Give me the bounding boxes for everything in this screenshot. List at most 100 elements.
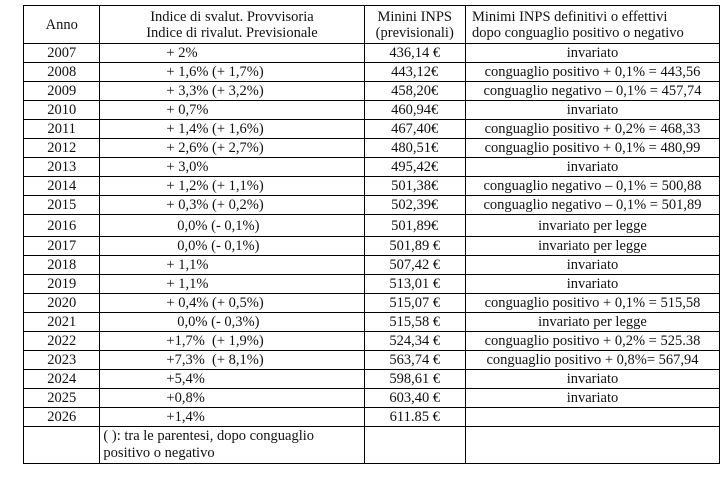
cell-anno: 2009: [22, 81, 101, 101]
note-row: ( ): tra le parentesi, dopo conguaglio p…: [22, 426, 720, 464]
cell-minimi: 501,89 €: [363, 236, 466, 256]
cell-indice: + 3,3% (+ 3,2%): [99, 81, 365, 101]
table-row: 2019 + 1,1% 513,01 € invariato: [22, 274, 720, 294]
empty-cell: [22, 426, 101, 464]
cell-minimi: 501,38€: [363, 176, 466, 196]
cell-minimi: 515,58 €: [363, 312, 466, 332]
cell-definitivi: invariato per legge: [464, 312, 720, 332]
header-definitivi: Minimi INPS definitivi o effettivi dopo c…: [464, 5, 720, 44]
table-row: 2024 +5,4% 598,61 € invariato: [22, 369, 720, 389]
cell-indice: +5,4%: [99, 369, 365, 389]
cell-minimi: 501,89€: [363, 214, 466, 237]
cell-minimi: 563,74 €: [363, 350, 466, 370]
cell-anno: 2012: [22, 138, 101, 158]
cell-definitivi: conguaglio positivo + 0,1% = 515,58: [464, 293, 720, 313]
cell-anno: 2014: [22, 176, 101, 196]
cell-anno: 2019: [22, 274, 101, 294]
header-indice-line1: Indice di svalut. Provvisoria: [150, 8, 314, 25]
cell-indice: + 0,4% (+ 0,5%): [99, 293, 365, 313]
table-row: 2022 +1,7% (+ 1,9%) 524,34 € conguaglio pos…: [22, 331, 720, 351]
cell-definitivi: invariato: [464, 369, 720, 389]
table-row: 2010 + 0,7% 460,94€ invariato: [22, 100, 720, 120]
cell-minimi: 507,42 €: [363, 255, 466, 275]
cell-indice: + 1,2% (+ 1,1%): [99, 176, 365, 196]
cell-definitivi: conguaglio negativo – 0,1% = 500,88: [464, 176, 720, 196]
cell-anno: 2020: [22, 293, 101, 313]
cell-anno: 2017: [22, 236, 101, 256]
header-row: Anno Indice di svalut. Provvisoria Indice…: [22, 5, 720, 44]
cell-anno: 2016: [22, 214, 101, 237]
header-anno: Anno: [22, 5, 101, 44]
header-minimi: Minini INPS (previsionali): [363, 5, 466, 44]
cell-indice: 0,0% (- 0,1%): [99, 214, 365, 237]
cell-anno: 2015: [22, 195, 101, 215]
cell-anno: 2013: [22, 157, 101, 177]
cell-anno: 2008: [22, 62, 101, 82]
cell-definitivi: invariato per legge: [464, 236, 720, 256]
cell-anno: 2025: [22, 388, 101, 408]
cell-indice: + 2,6% (+ 2,7%): [99, 138, 365, 158]
cell-anno: 2026: [22, 407, 101, 427]
empty-cell: [464, 426, 720, 464]
cell-indice: +0,8%: [99, 388, 365, 408]
cell-anno: 2022: [22, 331, 101, 351]
cell-minimi: 611.85 €: [363, 407, 466, 427]
cell-minimi: 495,42€: [363, 157, 466, 177]
header-indice: Indice di svalut. Provvisoria Indice di r…: [99, 5, 365, 44]
cell-definitivi: conguaglio negativo – 0,1% = 457,74: [464, 81, 720, 101]
cell-minimi: 502,39€: [363, 195, 466, 215]
cell-indice: + 3,0%: [99, 157, 365, 177]
table-row: 2011 + 1,4% (+ 1,6%) 467,40€ conguaglio pos…: [22, 119, 720, 139]
empty-cell: [363, 426, 466, 464]
header-minimi-line2: (previsionali): [375, 24, 454, 41]
table-row: 2016 0,0% (- 0,1%) 501,89€ invariato per l…: [22, 214, 720, 237]
cell-indice: +1,4%: [99, 407, 365, 427]
cell-indice: + 0,7%: [99, 100, 365, 120]
pension-minimums-table: Anno Indice di svalut. Provvisoria Indice…: [22, 5, 720, 464]
cell-anno: 2024: [22, 369, 101, 389]
cell-indice: 0,0% (- 0,3%): [99, 312, 365, 332]
cell-definitivi: invariato: [464, 43, 720, 63]
table-row: 2020 + 0,4% (+ 0,5%) 515,07 € conguaglio po…: [22, 293, 720, 313]
cell-definitivi: conguaglio positivo + 0,8%= 567,94: [464, 350, 720, 370]
cell-definitivi: conguaglio negativo – 0,1% = 501,89: [464, 195, 720, 215]
table-row: 2018 + 1,1% 507,42 € invariato: [22, 255, 720, 275]
cell-definitivi: conguaglio positivo + 0,1% = 480,99: [464, 138, 720, 158]
cell-anno: 2018: [22, 255, 101, 275]
cell-indice: 0,0% (- 0,1%): [99, 236, 365, 256]
cell-indice: + 0,3% (+ 0,2%): [99, 195, 365, 215]
cell-definitivi: conguaglio positivo + 0,1% = 443,56: [464, 62, 720, 82]
header-definitivi-line2: dopo conguaglio positivo o negativo: [471, 24, 684, 41]
table-row: 2012 + 2,6% (+ 2,7%) 480,51€ conguaglio pos…: [22, 138, 720, 158]
cell-definitivi: invariato: [464, 255, 720, 275]
header-definitivi-line1: Minimi INPS definitivi o effettivi: [471, 8, 668, 25]
table-row: 2009 + 3,3% (+ 3,2%) 458,20€ conguaglio neg…: [22, 81, 720, 101]
cell-minimi: 458,20€: [363, 81, 466, 101]
cell-definitivi: invariato per legge: [464, 214, 720, 237]
cell-minimi: 603,40 €: [363, 388, 466, 408]
cell-indice: + 1,4% (+ 1,6%): [99, 119, 365, 139]
cell-minimi: 480,51€: [363, 138, 466, 158]
header-indice-line2: Indice di rivalut. Previsionale: [146, 24, 318, 41]
cell-anno: 2021: [22, 312, 101, 332]
table-row: 2007 + 2% 436,14 € invariato: [22, 43, 720, 63]
cell-minimi: 513,01 €: [363, 274, 466, 294]
cell-minimi: 436,14 €: [363, 43, 466, 63]
table-row: 2023 +7,3% (+ 8,1%) 563,74 € conguaglio pos…: [22, 350, 720, 370]
cell-minimi: 443,12€: [363, 62, 466, 82]
cell-indice: + 2%: [99, 43, 365, 63]
cell-definitivi: invariato: [464, 157, 720, 177]
cell-minimi: 598,61 €: [363, 369, 466, 389]
cell-indice: + 1,1%: [99, 255, 365, 275]
cell-indice: + 1,6% (+ 1,7%): [99, 62, 365, 82]
cell-definitivi: invariato: [464, 100, 720, 120]
cell-definitivi: invariato: [464, 274, 720, 294]
cell-minimi: 460,94€: [363, 100, 466, 120]
cell-minimi: 515,07 €: [363, 293, 466, 313]
cell-minimi: 467,40€: [363, 119, 466, 139]
cell-definitivi: [464, 407, 720, 427]
table-row: 2008 + 1,6% (+ 1,7%) 443,12€ conguaglio pos…: [22, 62, 720, 82]
cell-anno: 2007: [22, 43, 101, 63]
cell-anno: 2011: [22, 119, 101, 139]
table-row: 2014 + 1,2% (+ 1,1%) 501,38€ conguaglio neg…: [22, 176, 720, 196]
